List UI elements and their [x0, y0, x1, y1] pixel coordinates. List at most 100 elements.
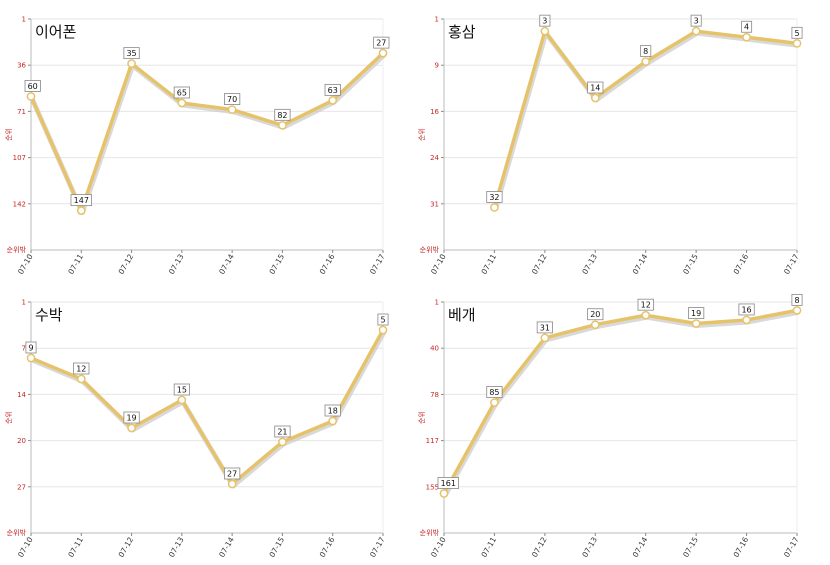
y-tick-label: 36: [17, 62, 26, 70]
x-tick-label: 07-10: [429, 535, 448, 559]
y-tick-label: 1: [435, 16, 439, 24]
data-label-box: [173, 383, 190, 396]
data-label: 8: [643, 47, 648, 56]
y-tick-label: 155: [426, 483, 439, 491]
panel-title: 이어폰: [35, 23, 76, 41]
y-axis-label: 순위: [5, 128, 13, 141]
y-tick-label: 24: [430, 154, 439, 162]
y-tick-label: 1: [22, 16, 26, 24]
chart-panel-3: 1 7 14 20 27 순위밖 순위 07-10 07-11 07-12 07-13 07-14 07…: [5, 299, 389, 559]
x-tick-label: 07-10: [16, 535, 35, 559]
x-tick-label: 07-16: [318, 252, 337, 276]
data-label-box: [640, 45, 652, 57]
data-label: 9: [28, 344, 33, 353]
data-label: 27: [227, 470, 237, 479]
data-label: 21: [277, 428, 287, 437]
data-label-box: [738, 303, 755, 316]
x-tick-label: 07-14: [631, 535, 650, 559]
x-tick-label: 07-12: [117, 535, 136, 559]
x-tick-label: 07-17: [782, 535, 801, 559]
y-tick-label: 1: [22, 299, 26, 307]
y-tick-label: 31: [430, 200, 439, 208]
y-tick-label: 142: [13, 200, 26, 208]
data-label: 35: [126, 49, 136, 58]
data-point: [590, 93, 600, 103]
y-axis-end-label: 순위밖: [7, 528, 27, 537]
x-tick-label: 07-16: [318, 535, 337, 559]
panel-title: 홍삼: [448, 23, 476, 41]
panel-title: 수박: [35, 306, 63, 324]
data-point: [26, 353, 36, 363]
data-point: [439, 489, 449, 498]
data-point: [378, 48, 388, 58]
data-label-box: [486, 386, 503, 398]
x-tick-label: 07-17: [368, 252, 387, 276]
y-tick-label: 40: [430, 345, 439, 353]
data-point: [127, 59, 136, 68]
data-label-box: [224, 467, 241, 480]
data-label: 3: [542, 17, 547, 26]
data-label: 31: [540, 323, 550, 332]
y-tick-label: 1: [435, 299, 439, 307]
x-tick-label: 07-13: [580, 252, 599, 276]
y-axis-label: 순위: [5, 411, 13, 424]
data-label-box: [539, 14, 551, 27]
data-point: [641, 57, 651, 66]
data-point: [278, 437, 287, 447]
x-tick-label: 07-11: [66, 535, 85, 559]
data-label-box: [73, 362, 90, 375]
x-tick-label: 07-15: [681, 252, 700, 276]
x-tick-label: 07-13: [167, 535, 186, 559]
y-axis-end-label: 순위밖: [420, 528, 440, 537]
y-tick-label: 14: [17, 391, 26, 399]
data-label: 18: [328, 407, 338, 416]
y-tick-label: 20: [17, 437, 26, 445]
data-label-box: [637, 298, 654, 311]
chart-panel-4: 1 40 78 117 155 순위밖 순위 07-10 07-11 07-12 07-13 07-1…: [418, 293, 803, 559]
data-label-box: [123, 411, 140, 424]
y-tick-label: 107: [13, 154, 26, 162]
data-label-box: [224, 93, 241, 105]
y-axis-label: 순위: [418, 128, 426, 141]
data-point: [127, 423, 136, 433]
data-label: 32: [489, 193, 499, 202]
data-label: 16: [741, 305, 751, 314]
data-point: [227, 479, 237, 489]
y-tick-label: 7: [22, 345, 26, 353]
x-tick-label: 07-16: [732, 535, 751, 559]
data-label: 161: [441, 479, 456, 488]
data-point: [641, 310, 651, 320]
data-point: [540, 333, 550, 343]
data-label: 20: [590, 310, 600, 319]
data-label-box: [24, 80, 41, 92]
series-line-shadow: [442, 309, 799, 497]
x-tick-label: 07-11: [479, 252, 498, 276]
data-point: [328, 96, 338, 105]
data-label: 70: [227, 95, 237, 104]
x-tick-label: 07-15: [267, 252, 286, 276]
data-label: 5: [380, 316, 385, 325]
data-label-box: [741, 20, 753, 33]
data-label-box: [377, 313, 389, 326]
chart-panel-1: 1 36 71 107 142 순위밖 순위 07-10 07-11 07-12 07-13 07-1…: [5, 16, 390, 276]
data-label-box: [373, 36, 390, 49]
x-tick-label: 07-15: [267, 535, 286, 559]
y-tick-label: 117: [426, 437, 439, 445]
data-label-box: [791, 293, 803, 306]
data-point: [227, 105, 237, 114]
x-tick-label: 07-10: [429, 252, 448, 276]
data-label-box: [123, 47, 140, 60]
data-point: [691, 26, 701, 36]
data-label: 5: [794, 29, 799, 38]
data-label-box: [173, 86, 190, 99]
data-label-box: [70, 194, 92, 207]
series-line-shadow: [29, 53, 386, 216]
data-point: [792, 38, 802, 48]
data-point: [691, 319, 701, 328]
data-point: [76, 206, 86, 215]
x-tick-label: 07-13: [580, 535, 599, 559]
data-label-box: [688, 307, 705, 319]
data-label: 19: [691, 309, 701, 318]
y-axis-end-label: 순위밖: [7, 245, 27, 254]
